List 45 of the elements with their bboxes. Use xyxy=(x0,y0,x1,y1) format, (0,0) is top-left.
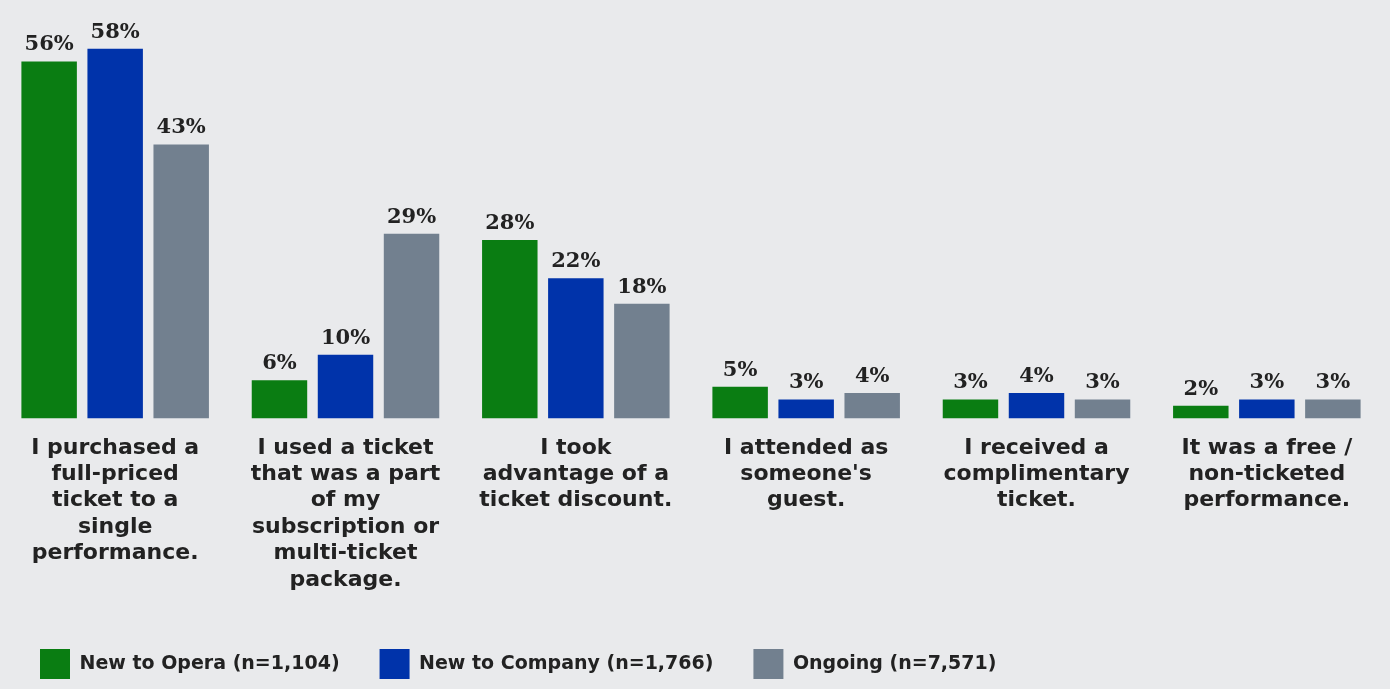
bar xyxy=(383,233,440,419)
legend-label: New to Company (n=1,766) xyxy=(419,650,714,673)
bar xyxy=(778,399,834,419)
data-label: 10% xyxy=(320,323,371,349)
data-label: 3% xyxy=(953,368,988,394)
bar xyxy=(153,144,209,419)
x-tick-label: I used a ticket that was a part of my subscription or multi-ticket package. xyxy=(250,433,441,591)
data-label: 6% xyxy=(262,349,297,375)
bar xyxy=(251,380,308,419)
data-label: 29% xyxy=(386,202,437,228)
data-label: 28% xyxy=(485,209,535,235)
data-label: 18% xyxy=(617,272,667,298)
data-label: 4% xyxy=(1019,362,1054,388)
x-tick-label: I received a complimentary ticket. xyxy=(943,433,1130,512)
bar xyxy=(87,48,143,419)
x-tick-label: I purchased a full-priced ticket to a single performance. xyxy=(31,433,200,565)
x-tick-label: I attended as someone's guest. xyxy=(724,433,889,512)
data-label: 3% xyxy=(1315,368,1351,394)
data-label: 5% xyxy=(722,355,758,381)
bar xyxy=(942,399,999,419)
bar xyxy=(1305,399,1361,419)
bar xyxy=(1239,399,1295,419)
bar xyxy=(548,278,604,419)
bar xyxy=(614,303,670,419)
bar xyxy=(482,240,538,419)
bar xyxy=(1008,393,1065,419)
legend-label: Ongoing (n=7,571) xyxy=(792,650,997,673)
data-label: 3% xyxy=(1249,368,1285,394)
bar xyxy=(1074,399,1131,419)
data-label: 3% xyxy=(1085,368,1120,394)
bar xyxy=(21,61,77,419)
bar xyxy=(317,354,374,419)
data-label: 22% xyxy=(551,247,601,273)
data-label: 4% xyxy=(854,362,890,388)
x-tick-label: It was a free / non-ticketed performance. xyxy=(1181,433,1354,512)
bar xyxy=(1173,405,1229,419)
data-label: 56% xyxy=(24,30,74,56)
x-tick-label: I took advantage of a ticket discount. xyxy=(479,433,673,512)
data-label: 2% xyxy=(1183,374,1219,400)
data-label: 3% xyxy=(788,368,824,394)
legend-label: New to Opera (n=1,104) xyxy=(79,650,340,673)
bar xyxy=(844,393,900,419)
data-label: 43% xyxy=(156,113,206,139)
bar xyxy=(712,386,768,419)
data-label: 58% xyxy=(90,17,140,43)
